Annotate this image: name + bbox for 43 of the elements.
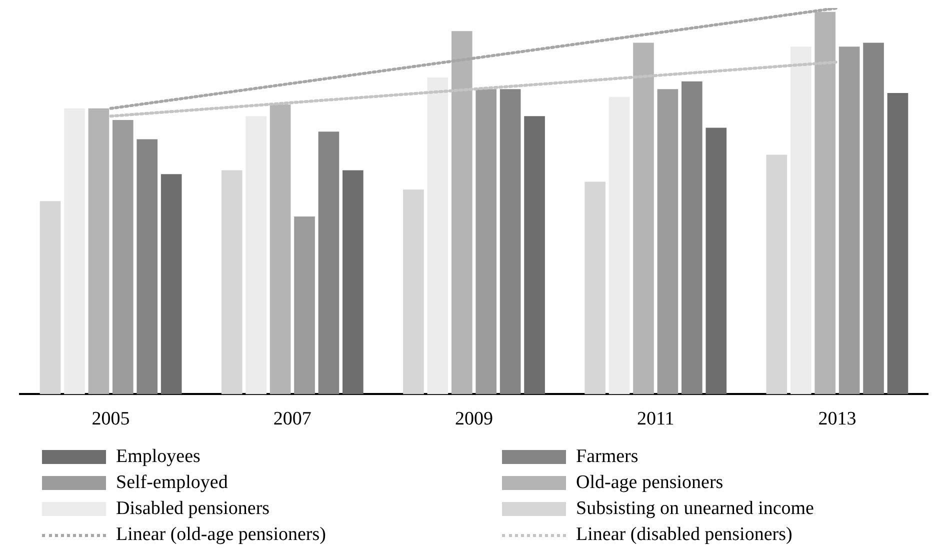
legend-label: Old-age pensioners: [576, 472, 724, 494]
bar: [88, 108, 110, 394]
bar: [160, 174, 182, 394]
bar: [246, 116, 266, 394]
bar: [451, 31, 472, 394]
x-tick-label: 2005: [92, 408, 130, 430]
bar: [342, 170, 364, 394]
bar: [318, 132, 340, 394]
legend-label: Linear (disabled pensioners): [576, 524, 792, 546]
bar: [814, 12, 836, 394]
bar: [427, 78, 448, 394]
bar: [887, 92, 908, 394]
bar: [682, 81, 702, 394]
bar: [838, 46, 860, 394]
bar: [221, 170, 242, 394]
legend-label: Linear (old-age pensioners): [116, 524, 326, 546]
bar: [136, 139, 158, 394]
bar: [584, 182, 606, 394]
bar: [64, 108, 85, 394]
bar: [608, 96, 630, 394]
legend-label: Farmers: [576, 446, 638, 468]
bar: [270, 104, 291, 394]
x-tick-label: 2013: [818, 408, 856, 430]
bar: [706, 128, 727, 394]
legend-label: Self-employed: [116, 472, 228, 494]
bar: [40, 201, 61, 394]
x-tick-label: 2011: [636, 408, 674, 430]
bar: [633, 42, 654, 394]
bar: [500, 89, 521, 394]
bar: [476, 89, 497, 394]
bar: [657, 89, 678, 394]
legend-label: Disabled pensioners: [116, 498, 270, 520]
bar: [403, 190, 424, 394]
bar: [112, 120, 134, 394]
bar: [863, 42, 884, 394]
bar: [766, 154, 788, 394]
legend-label: Employees: [116, 446, 200, 468]
bar: [294, 216, 315, 394]
legend-label: Subsisting on unearned income: [576, 498, 814, 520]
x-tick-label: 2009: [455, 408, 493, 430]
bar: [524, 116, 545, 394]
x-tick-label: 2007: [273, 408, 312, 430]
bar: [790, 46, 812, 394]
